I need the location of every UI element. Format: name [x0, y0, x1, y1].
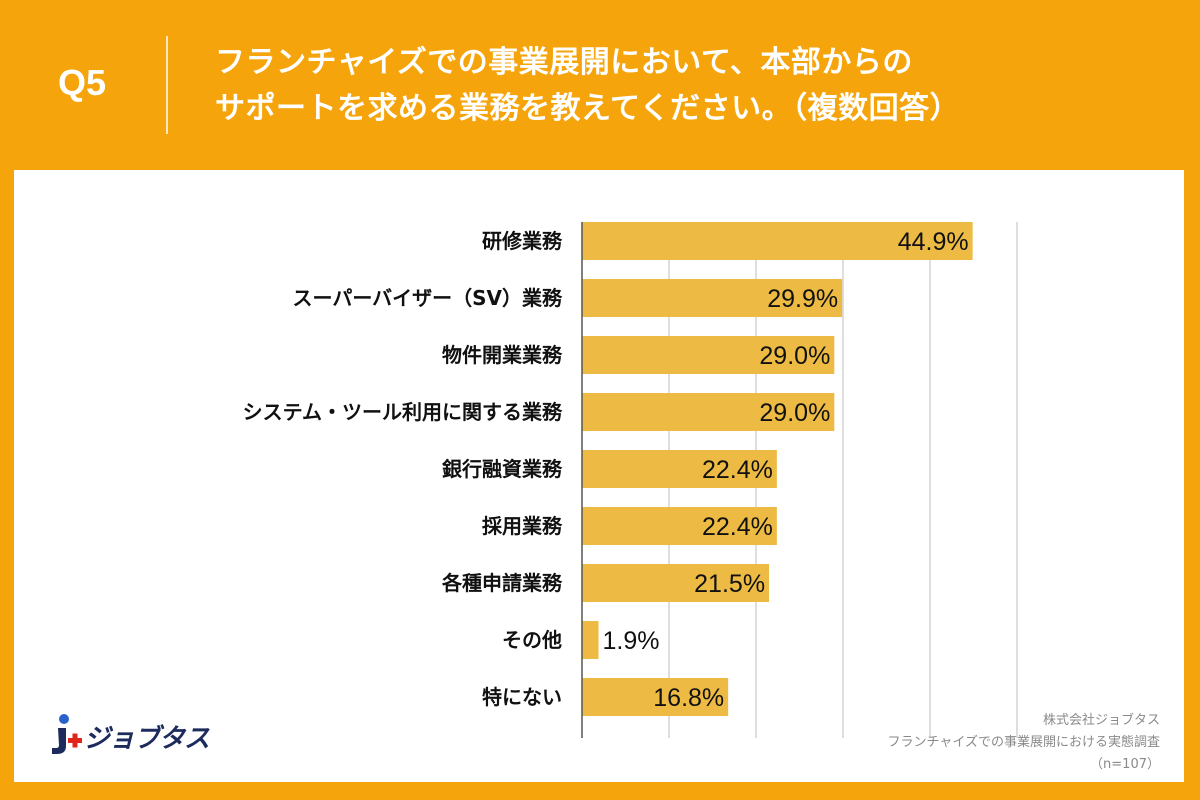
data-label: 22.4%: [702, 456, 773, 484]
bar: [582, 450, 777, 488]
category-label: スーパーバイザー（SV）業務: [293, 286, 563, 310]
data-label: 16.8%: [653, 684, 724, 712]
company-logo: ジョブタス: [44, 712, 214, 758]
data-label: 29.0%: [759, 342, 830, 370]
data-label: 21.5%: [694, 570, 765, 598]
logo-text: ジョブタス: [84, 724, 210, 754]
bar: [582, 564, 770, 602]
header: Q5 フランチャイズでの事業展開において、本部からの サポートを求める業務を教え…: [0, 0, 1200, 170]
bar-chart: 研修業務 44.9% スーパーバイザー（SV）業務 29.9% 物件開業業務 29.0% シ…: [243, 222, 1018, 738]
data-label: 29.9%: [767, 285, 838, 313]
bar: [582, 621, 599, 659]
data-label: 29.0%: [759, 399, 830, 427]
data-label: 44.9%: [898, 228, 969, 256]
category-label: 銀行融資業務: [442, 457, 563, 481]
category-label: 物件開業業務: [442, 343, 563, 367]
bar: [582, 279, 843, 317]
chart-panel: 研修業務 44.9% スーパーバイザー（SV）業務 29.9% 物件開業業務 29.0% シ…: [14, 170, 1184, 782]
bar: [582, 507, 777, 545]
logo-mark-icon: [52, 714, 82, 754]
header-divider: [166, 36, 168, 134]
category-label: 特にない: [482, 685, 562, 709]
bar: [582, 678, 729, 716]
bar: [582, 336, 835, 374]
question-label: Q5: [58, 62, 107, 103]
question-title: フランチャイズでの事業展開において、本部からの サポートを求める業務を教えてくだ…: [215, 40, 1175, 132]
category-label: その他: [502, 628, 562, 652]
source-sample-size: （n=107）: [1090, 757, 1160, 772]
bar: [582, 222, 973, 260]
category-label: 研修業務: [482, 229, 563, 253]
title-line-1: フランチャイズでの事業展開において、本部からの: [215, 45, 913, 80]
source-note: 株式会社ジョブタス フランチャイズでの事業展開における実態調査 （n=107）: [888, 710, 1160, 776]
category-label: 各種申請業務: [441, 571, 563, 595]
bar: [582, 393, 835, 431]
source-survey: フランチャイズでの事業展開における実態調査: [887, 735, 1160, 750]
title-line-2: サポートを求める業務を教えてください。（複数回答）: [215, 91, 961, 126]
source-company: 株式会社ジョブタス: [1042, 713, 1160, 728]
category-label: 採用業務: [482, 514, 563, 538]
data-label: 1.9%: [603, 627, 660, 655]
data-label: 22.4%: [702, 513, 773, 541]
category-label: システム・ツール利用に関する業務: [243, 400, 563, 424]
